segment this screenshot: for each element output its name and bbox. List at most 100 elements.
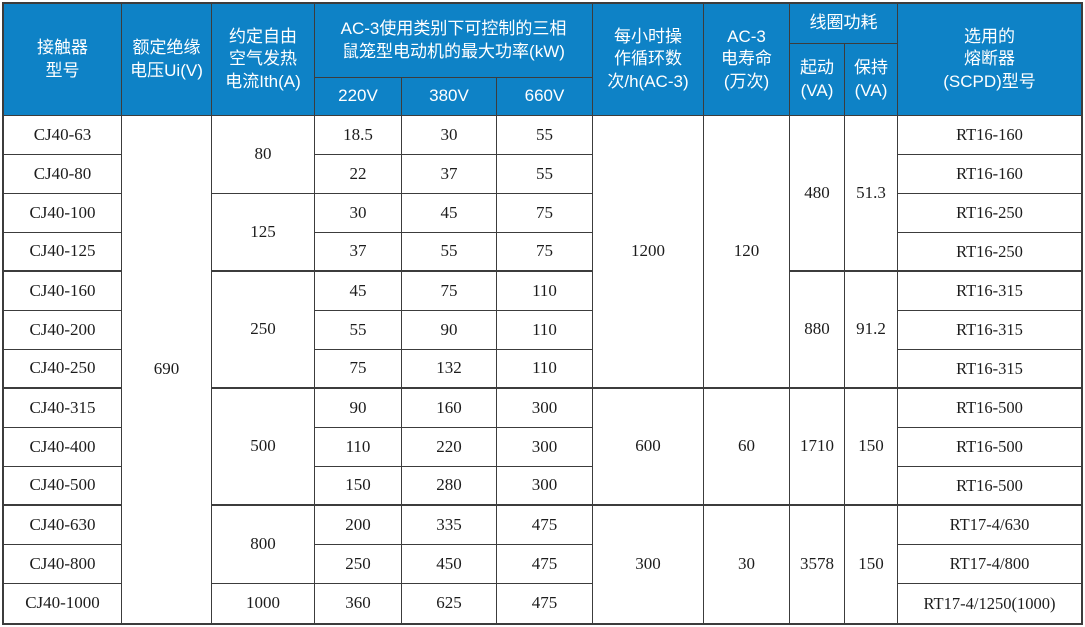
fuse-cell: RT16-315 xyxy=(898,311,1081,350)
fuse-cell: RT17-4/1250(1000) xyxy=(898,584,1081,623)
fuse-cell: RT17-4/630 xyxy=(898,506,1081,545)
power-380-cell: 75 xyxy=(402,272,497,311)
coil-hold-cell: 150 xyxy=(845,506,898,623)
power-380-cell: 160 xyxy=(402,389,497,428)
model-cell: CJ40-250 xyxy=(4,350,122,389)
power-660-cell: 300 xyxy=(497,389,593,428)
header-electrical-life: AC-3 电寿命 (万次) xyxy=(704,4,790,116)
model-cell: CJ40-1000 xyxy=(4,584,122,623)
model-cell: CJ40-100 xyxy=(4,194,122,233)
header-220v: 220V xyxy=(315,78,402,116)
power-220-cell: 360 xyxy=(315,584,402,623)
power-660-cell: 475 xyxy=(497,584,593,623)
power-220-cell: 150 xyxy=(315,467,402,506)
model-cell: CJ40-800 xyxy=(4,545,122,584)
model-cell: CJ40-500 xyxy=(4,467,122,506)
power-660-cell: 75 xyxy=(497,233,593,272)
life-cell: 30 xyxy=(704,506,790,623)
power-380-cell: 37 xyxy=(402,155,497,194)
coil-start-cell: 880 xyxy=(790,272,845,389)
header-380v: 380V xyxy=(402,78,497,116)
header-thermal-current: 约定自由 空气发热 电流Ith(A) xyxy=(212,4,315,116)
header-contactor-model: 接触器 型号 xyxy=(4,4,122,116)
cycles-cell: 1200 xyxy=(593,116,704,389)
cycles-cell: 300 xyxy=(593,506,704,623)
power-220-cell: 45 xyxy=(315,272,402,311)
power-220-cell: 250 xyxy=(315,545,402,584)
thermal-current-cell: 800 xyxy=(212,506,315,584)
thermal-current-cell: 125 xyxy=(212,194,315,272)
fuse-cell: RT17-4/800 xyxy=(898,545,1081,584)
model-cell: CJ40-400 xyxy=(4,428,122,467)
fuse-cell: RT16-500 xyxy=(898,428,1081,467)
power-220-cell: 22 xyxy=(315,155,402,194)
power-660-cell: 75 xyxy=(497,194,593,233)
thermal-current-cell: 1000 xyxy=(212,584,315,623)
model-cell: CJ40-80 xyxy=(4,155,122,194)
power-380-cell: 45 xyxy=(402,194,497,233)
power-660-cell: 475 xyxy=(497,545,593,584)
power-660-cell: 300 xyxy=(497,467,593,506)
model-cell: CJ40-63 xyxy=(4,116,122,155)
header-insulation-voltage: 额定绝缘 电压Ui(V) xyxy=(122,4,212,116)
header-coil-hold: 保持 (VA) xyxy=(845,44,898,116)
thermal-current-cell: 500 xyxy=(212,389,315,506)
fuse-cell: RT16-160 xyxy=(898,116,1081,155)
header-cycles-per-hour: 每小时操 作循环数 次/h(AC-3) xyxy=(593,4,704,116)
model-cell: CJ40-160 xyxy=(4,272,122,311)
coil-start-cell: 1710 xyxy=(790,389,845,506)
power-660-cell: 110 xyxy=(497,350,593,389)
model-cell: CJ40-200 xyxy=(4,311,122,350)
power-380-cell: 335 xyxy=(402,506,497,545)
coil-hold-cell: 91.2 xyxy=(845,272,898,389)
fuse-cell: RT16-250 xyxy=(898,233,1081,272)
model-cell: CJ40-125 xyxy=(4,233,122,272)
power-380-cell: 625 xyxy=(402,584,497,623)
power-660-cell: 110 xyxy=(497,272,593,311)
model-cell: CJ40-630 xyxy=(4,506,122,545)
power-380-cell: 450 xyxy=(402,545,497,584)
fuse-cell: RT16-315 xyxy=(898,272,1081,311)
power-220-cell: 37 xyxy=(315,233,402,272)
thermal-current-cell: 80 xyxy=(212,116,315,194)
header-660v: 660V xyxy=(497,78,593,116)
power-660-cell: 475 xyxy=(497,506,593,545)
header-fuse-type: 选用的 熔断器 (SCPD)型号 xyxy=(898,4,1081,116)
fuse-cell: RT16-250 xyxy=(898,194,1081,233)
thermal-current-cell: 250 xyxy=(212,272,315,389)
fuse-cell: RT16-315 xyxy=(898,350,1081,389)
coil-hold-cell: 150 xyxy=(845,389,898,506)
fuse-cell: RT16-500 xyxy=(898,389,1081,428)
life-cell: 120 xyxy=(704,116,790,389)
header-power-group: AC-3使用类别下可控制的三相 鼠笼型电动机的最大功率(kW) xyxy=(315,4,593,78)
model-cell: CJ40-315 xyxy=(4,389,122,428)
power-380-cell: 220 xyxy=(402,428,497,467)
power-220-cell: 30 xyxy=(315,194,402,233)
power-220-cell: 55 xyxy=(315,311,402,350)
coil-hold-cell: 51.3 xyxy=(845,116,898,272)
power-220-cell: 200 xyxy=(315,506,402,545)
power-660-cell: 110 xyxy=(497,311,593,350)
fuse-cell: RT16-500 xyxy=(898,467,1081,506)
power-220-cell: 90 xyxy=(315,389,402,428)
power-660-cell: 55 xyxy=(497,116,593,155)
header-coil-start: 起动 (VA) xyxy=(790,44,845,116)
power-380-cell: 30 xyxy=(402,116,497,155)
power-220-cell: 75 xyxy=(315,350,402,389)
power-380-cell: 280 xyxy=(402,467,497,506)
power-660-cell: 300 xyxy=(497,428,593,467)
power-380-cell: 55 xyxy=(402,233,497,272)
header-coil-power-group: 线圈功耗 xyxy=(790,4,898,44)
power-220-cell: 110 xyxy=(315,428,402,467)
cycles-cell: 600 xyxy=(593,389,704,506)
fuse-cell: RT16-160 xyxy=(898,155,1081,194)
life-cell: 60 xyxy=(704,389,790,506)
power-380-cell: 132 xyxy=(402,350,497,389)
power-220-cell: 18.5 xyxy=(315,116,402,155)
power-380-cell: 90 xyxy=(402,311,497,350)
coil-start-cell: 480 xyxy=(790,116,845,272)
power-660-cell: 55 xyxy=(497,155,593,194)
insulation-voltage-cell: 690 xyxy=(122,116,212,623)
